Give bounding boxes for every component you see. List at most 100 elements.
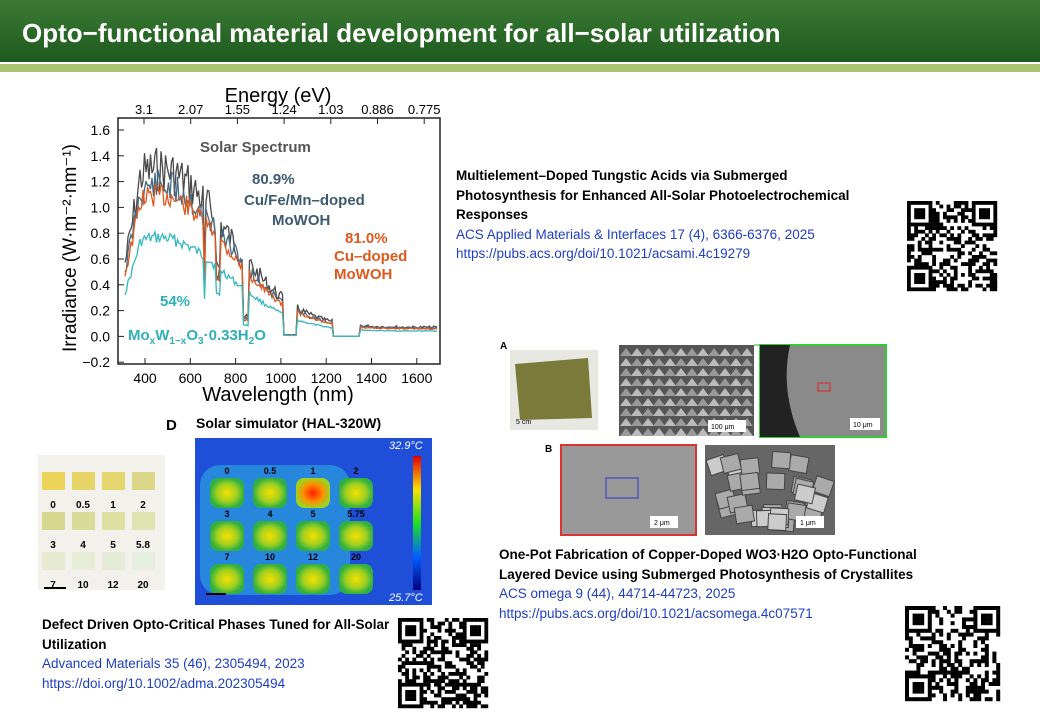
crystal xyxy=(771,450,792,470)
qr-module xyxy=(973,685,978,690)
pyramid xyxy=(653,368,665,376)
qr-module xyxy=(462,686,467,691)
pyramid xyxy=(642,348,654,356)
qr-module xyxy=(969,682,974,686)
qr-module xyxy=(982,233,987,238)
qr-module xyxy=(984,689,989,694)
qr-module xyxy=(905,655,909,660)
pyramid xyxy=(664,348,676,356)
qr-module xyxy=(470,628,474,633)
qr-module xyxy=(961,283,965,288)
qr-module xyxy=(907,237,911,241)
qr-module xyxy=(953,287,958,292)
qr-module xyxy=(912,674,917,679)
pyramid xyxy=(741,348,753,356)
pyramid xyxy=(686,358,698,366)
qr-module xyxy=(989,280,994,284)
qr-module xyxy=(993,258,998,263)
qr-module xyxy=(459,675,463,680)
qr-module xyxy=(917,244,922,248)
qr-module xyxy=(484,657,489,662)
qr-module xyxy=(477,679,481,683)
qr-module xyxy=(931,659,936,664)
qr-module xyxy=(916,685,921,690)
qr-module xyxy=(968,240,972,245)
qr-module xyxy=(958,697,963,702)
qr-module xyxy=(921,215,926,220)
qr-module xyxy=(975,244,980,248)
qr-module xyxy=(950,613,955,618)
qr-module xyxy=(908,644,913,648)
crystal xyxy=(739,471,761,492)
pyramid xyxy=(653,398,665,406)
qr-module xyxy=(968,273,972,277)
qr-module xyxy=(932,262,936,266)
qr-module xyxy=(398,682,402,687)
qr-module xyxy=(419,621,424,626)
qr-module xyxy=(977,606,982,610)
qr-module xyxy=(989,226,994,230)
qr-module xyxy=(907,233,911,238)
qr-module xyxy=(993,208,998,212)
qr-module xyxy=(954,670,959,675)
qr-module xyxy=(907,211,911,216)
qr-module xyxy=(984,617,989,622)
qr-module xyxy=(916,670,921,675)
qr-module xyxy=(992,682,997,686)
qr-module xyxy=(931,636,936,641)
scale-label: 5 cm xyxy=(516,419,531,426)
qr-module xyxy=(982,226,987,230)
pyramid xyxy=(730,368,742,376)
qr-module xyxy=(950,628,955,633)
qr-module xyxy=(917,211,922,216)
pyramid xyxy=(697,388,709,396)
top-tick-label: 3.1 xyxy=(135,102,153,117)
spot-label: 0.5 xyxy=(264,466,277,476)
sample xyxy=(72,472,95,490)
qr-module xyxy=(426,675,431,680)
qr-module xyxy=(416,639,420,644)
qr-module xyxy=(398,625,402,629)
qr-module xyxy=(459,704,463,709)
qr-module xyxy=(416,661,420,665)
qr-module xyxy=(931,663,936,667)
pyramid xyxy=(631,408,643,416)
qr-module xyxy=(928,237,933,241)
qr-module xyxy=(957,251,962,256)
qr-module xyxy=(398,679,402,683)
qr-module xyxy=(925,265,929,270)
qr-module xyxy=(412,679,417,683)
qr-module xyxy=(964,226,969,230)
zoom-box xyxy=(605,477,639,499)
qr-module xyxy=(905,697,909,702)
qr-module xyxy=(981,628,985,633)
scale-label: 100 μm xyxy=(711,424,735,431)
ref-journal: ACS Applied Materials & Interfaces 17 (4… xyxy=(456,226,815,242)
pyramid xyxy=(697,428,709,436)
qr-module xyxy=(935,211,940,216)
qr-module xyxy=(462,672,467,676)
scale-label: 1 μm xyxy=(800,520,816,527)
qr-module xyxy=(993,201,998,205)
annotation: Cu–doped xyxy=(334,248,407,265)
qr-module xyxy=(419,618,424,622)
qr-module xyxy=(408,690,413,694)
qr-module xyxy=(989,287,994,292)
qr-module xyxy=(470,690,474,694)
qr-module xyxy=(962,617,966,622)
qr-module xyxy=(398,668,402,673)
qr-module xyxy=(434,643,438,647)
spot-label: 2 xyxy=(353,466,358,476)
qr-module xyxy=(423,650,427,655)
crystal xyxy=(787,454,810,475)
qr-module xyxy=(484,618,489,622)
qr-module xyxy=(981,606,985,610)
qr-module xyxy=(961,229,965,234)
qr-module xyxy=(928,247,933,252)
qr-module xyxy=(473,618,478,622)
qr-module xyxy=(943,659,947,664)
spot-label: 12 xyxy=(308,552,318,562)
qr-module xyxy=(480,690,485,694)
qr-module xyxy=(958,693,963,698)
qr-module xyxy=(982,276,987,281)
